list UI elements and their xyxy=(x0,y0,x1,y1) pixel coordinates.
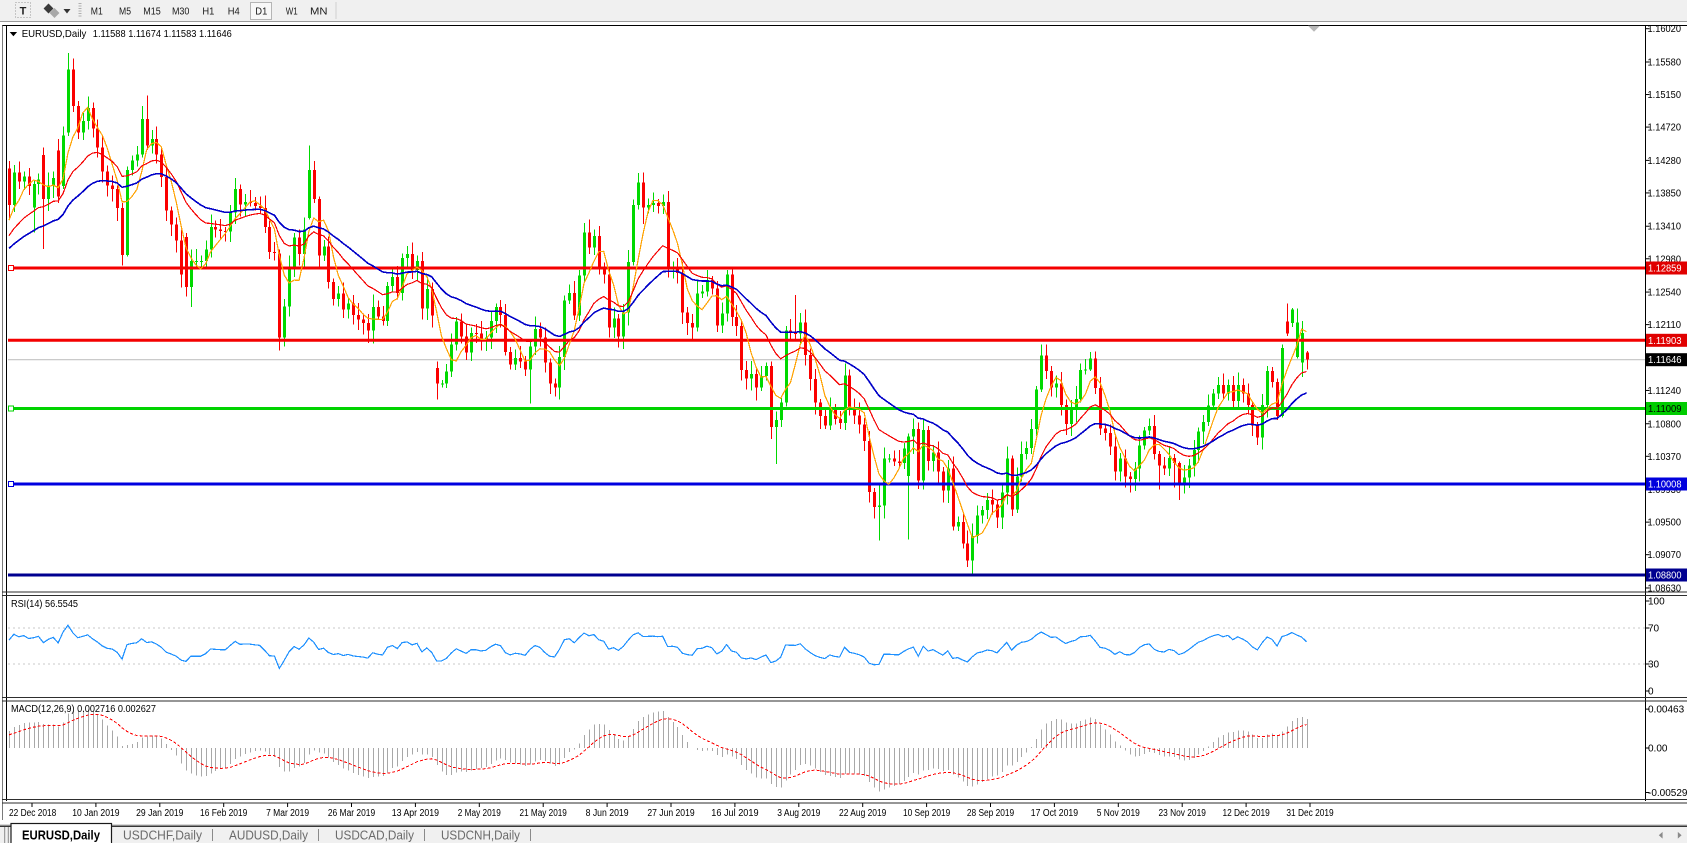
svg-text:16 Feb 2019: 16 Feb 2019 xyxy=(200,808,248,819)
svg-text:1.09500: 1.09500 xyxy=(1648,518,1682,529)
svg-text:M30: M30 xyxy=(172,7,190,18)
svg-text:1.09070: 1.09070 xyxy=(1648,550,1682,561)
svg-text:1.12859: 1.12859 xyxy=(1648,264,1682,275)
svg-text:0.00: 0.00 xyxy=(1648,744,1668,755)
svg-text:-0.005299: -0.005299 xyxy=(1648,788,1687,799)
svg-text:1.11588 1.11674 1.11583 1.1164: 1.11588 1.11674 1.11583 1.11646 xyxy=(93,29,232,40)
svg-text:26 Mar 2019: 26 Mar 2019 xyxy=(328,808,376,819)
svg-text:1.10800: 1.10800 xyxy=(1648,419,1682,430)
svg-text:5 Nov 2019: 5 Nov 2019 xyxy=(1097,808,1140,819)
svg-text:RSI(14) 56.5545: RSI(14) 56.5545 xyxy=(11,599,78,610)
svg-text:USDCNH,Daily: USDCNH,Daily xyxy=(441,829,521,843)
svg-text:1.11903: 1.11903 xyxy=(1648,336,1682,347)
svg-text:H4: H4 xyxy=(228,7,240,18)
svg-text:100: 100 xyxy=(1648,597,1665,608)
svg-text:30: 30 xyxy=(1648,660,1660,671)
svg-text:1.11646: 1.11646 xyxy=(1648,355,1682,366)
svg-text:1.15580: 1.15580 xyxy=(1648,58,1682,69)
svg-text:23 Nov 2019: 23 Nov 2019 xyxy=(1159,808,1207,819)
svg-text:AUDUSD,Daily: AUDUSD,Daily xyxy=(229,829,309,843)
svg-text:1.08630: 1.08630 xyxy=(1648,583,1682,594)
svg-text:1.13850: 1.13850 xyxy=(1648,188,1682,199)
svg-text:2 May 2019: 2 May 2019 xyxy=(458,808,501,819)
svg-text:7 Mar 2019: 7 Mar 2019 xyxy=(266,808,309,819)
svg-text:10 Sep 2019: 10 Sep 2019 xyxy=(903,808,951,819)
svg-text:1.14720: 1.14720 xyxy=(1648,123,1682,134)
svg-text:H1: H1 xyxy=(202,7,214,18)
svg-text:M5: M5 xyxy=(119,7,131,18)
svg-text:1.09930: 1.09930 xyxy=(1648,485,1682,496)
svg-text:1.08800: 1.08800 xyxy=(1648,571,1682,582)
svg-text:0.00463: 0.00463 xyxy=(1648,705,1685,716)
svg-text:USDCHF,Daily: USDCHF,Daily xyxy=(123,829,203,843)
svg-text:29 Jan 2019: 29 Jan 2019 xyxy=(136,808,184,819)
svg-text:1.15150: 1.15150 xyxy=(1648,90,1682,101)
svg-text:22 Aug 2019: 22 Aug 2019 xyxy=(839,808,887,819)
svg-text:16 Jul 2019: 16 Jul 2019 xyxy=(711,808,759,819)
svg-text:8 Jun 2019: 8 Jun 2019 xyxy=(586,808,629,819)
svg-text:1.12110: 1.12110 xyxy=(1648,320,1682,331)
svg-text:W1: W1 xyxy=(286,7,298,18)
svg-text:28 Sep 2019: 28 Sep 2019 xyxy=(967,808,1015,819)
svg-text:1.11009: 1.11009 xyxy=(1648,404,1682,415)
svg-text:1.13410: 1.13410 xyxy=(1648,222,1682,233)
svg-text:T: T xyxy=(20,6,27,18)
svg-text:1.14280: 1.14280 xyxy=(1648,156,1682,167)
svg-text:31 Dec 2019: 31 Dec 2019 xyxy=(1286,808,1334,819)
svg-text:3 Aug 2019: 3 Aug 2019 xyxy=(777,808,820,819)
svg-text:1.12540: 1.12540 xyxy=(1648,288,1682,299)
svg-text:10 Jan 2019: 10 Jan 2019 xyxy=(72,808,120,819)
svg-text:M1: M1 xyxy=(91,7,103,18)
svg-text:1.11240: 1.11240 xyxy=(1648,386,1682,397)
svg-text:1.10008: 1.10008 xyxy=(1648,480,1682,491)
svg-text:17 Oct 2019: 17 Oct 2019 xyxy=(1031,808,1079,819)
svg-text:MACD(12,26,9) 0.002716 0.00262: MACD(12,26,9) 0.002716 0.002627 xyxy=(11,704,156,715)
svg-text:1.12980: 1.12980 xyxy=(1648,254,1682,265)
svg-text:MN: MN xyxy=(310,7,328,18)
svg-text:12 Dec 2019: 12 Dec 2019 xyxy=(1222,808,1270,819)
svg-text:70: 70 xyxy=(1648,624,1660,635)
svg-text:0: 0 xyxy=(1648,687,1654,698)
svg-text:M15: M15 xyxy=(143,7,161,18)
svg-text:22 Dec 2018: 22 Dec 2018 xyxy=(9,808,57,819)
svg-text:27 Jun 2019: 27 Jun 2019 xyxy=(647,808,695,819)
svg-text:1.10370: 1.10370 xyxy=(1648,452,1682,463)
svg-text:13 Apr 2019: 13 Apr 2019 xyxy=(392,808,440,819)
svg-text:EURUSD,Daily: EURUSD,Daily xyxy=(22,28,87,40)
svg-text:EURUSD,Daily: EURUSD,Daily xyxy=(22,829,100,843)
svg-text:USDCAD,Daily: USDCAD,Daily xyxy=(335,829,415,843)
svg-text:D1: D1 xyxy=(255,7,267,18)
svg-text:21 May 2019: 21 May 2019 xyxy=(520,808,568,819)
svg-text:1.16020: 1.16020 xyxy=(1648,24,1682,35)
